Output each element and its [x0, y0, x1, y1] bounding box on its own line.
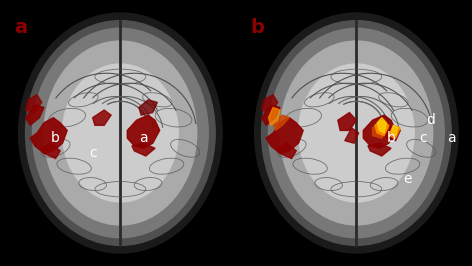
- Ellipse shape: [44, 41, 197, 225]
- Text: c: c: [420, 131, 427, 145]
- Polygon shape: [25, 105, 44, 125]
- Polygon shape: [261, 95, 278, 113]
- Polygon shape: [338, 113, 356, 130]
- Polygon shape: [384, 125, 400, 141]
- Polygon shape: [368, 143, 391, 156]
- Ellipse shape: [269, 28, 444, 238]
- Polygon shape: [139, 100, 157, 115]
- Polygon shape: [375, 120, 389, 136]
- Text: a: a: [139, 131, 148, 145]
- Polygon shape: [25, 95, 42, 113]
- Polygon shape: [42, 143, 60, 159]
- Polygon shape: [93, 110, 111, 125]
- Polygon shape: [273, 115, 289, 130]
- Text: a: a: [14, 18, 27, 37]
- Polygon shape: [345, 128, 359, 143]
- Ellipse shape: [261, 21, 451, 245]
- Ellipse shape: [299, 64, 414, 202]
- Polygon shape: [30, 118, 67, 153]
- Ellipse shape: [25, 21, 215, 245]
- Text: e: e: [403, 172, 412, 186]
- Polygon shape: [132, 143, 155, 156]
- Polygon shape: [363, 115, 396, 148]
- Ellipse shape: [62, 64, 178, 202]
- Ellipse shape: [254, 13, 458, 253]
- Ellipse shape: [280, 41, 433, 225]
- Text: c: c: [89, 146, 96, 160]
- Polygon shape: [372, 123, 389, 138]
- Polygon shape: [261, 105, 280, 125]
- Polygon shape: [377, 118, 387, 133]
- Text: b: b: [250, 18, 264, 37]
- Polygon shape: [266, 118, 303, 153]
- Polygon shape: [127, 115, 160, 148]
- Text: b: b: [51, 131, 60, 145]
- Text: d: d: [426, 113, 435, 127]
- Polygon shape: [278, 143, 296, 159]
- Text: b: b: [387, 131, 396, 145]
- Ellipse shape: [33, 28, 208, 238]
- Polygon shape: [269, 107, 280, 125]
- Polygon shape: [389, 125, 400, 138]
- Text: a: a: [447, 131, 455, 145]
- Ellipse shape: [18, 13, 222, 253]
- Polygon shape: [391, 125, 398, 136]
